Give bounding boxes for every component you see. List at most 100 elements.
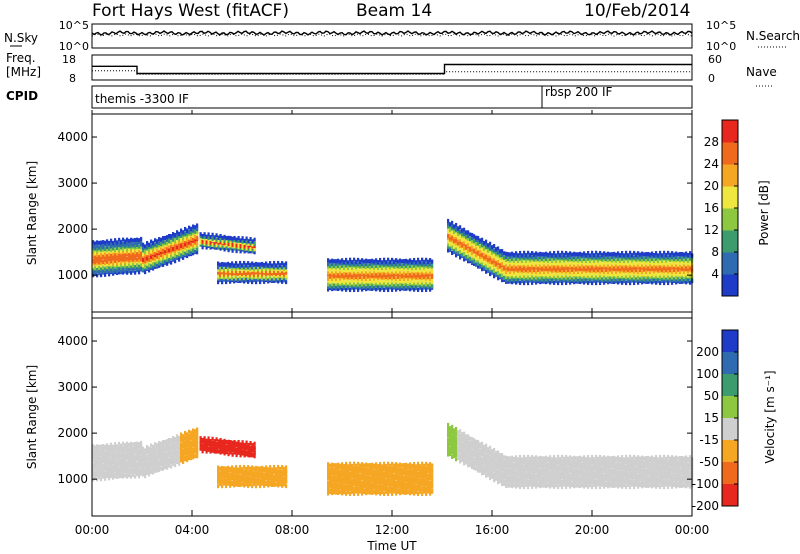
echo-cell	[671, 277, 674, 282]
echo-cell	[447, 234, 450, 239]
echo-cell	[164, 235, 167, 240]
echo-cell	[665, 273, 668, 278]
echo-cell	[136, 245, 139, 250]
echo-cell	[633, 255, 636, 260]
echo-cell	[589, 267, 592, 272]
echo-cell	[599, 281, 602, 286]
echo-cell	[261, 272, 264, 277]
echo-cell	[381, 274, 384, 279]
echo-cell	[108, 261, 111, 266]
echo-cell	[459, 229, 462, 234]
echo-cell	[537, 252, 540, 257]
echo-cell	[573, 255, 576, 260]
echo-cell	[539, 258, 542, 263]
echo-cell	[611, 252, 614, 257]
echo-cell	[152, 246, 155, 251]
echo-cell	[150, 243, 153, 248]
echo-cell	[381, 271, 384, 276]
echo-cell	[361, 284, 364, 289]
echo-cell	[279, 278, 282, 283]
echo-cell	[132, 238, 135, 243]
echo-cell	[172, 444, 175, 449]
echo-cell	[100, 246, 103, 251]
echo-cell	[637, 280, 640, 285]
echo-cell	[527, 255, 530, 260]
echo-cell	[575, 267, 578, 272]
echo-cell	[663, 250, 666, 255]
echo-cell	[457, 246, 460, 251]
echo-cell	[683, 252, 686, 257]
echo-cell	[451, 251, 454, 256]
echo-cell	[617, 262, 620, 267]
echo-cell	[235, 276, 238, 281]
echo-cell	[681, 265, 684, 270]
echo-cell	[499, 259, 502, 264]
echo-cell	[499, 267, 502, 272]
echo-cell	[347, 280, 350, 285]
echo-cell	[170, 240, 173, 245]
echo-cell	[196, 250, 199, 255]
echo-cell	[407, 276, 410, 281]
echo-cell	[160, 247, 163, 252]
echo-cell	[421, 282, 424, 287]
echo-cell	[98, 449, 101, 454]
echo-cell	[351, 260, 354, 265]
echo-cell	[110, 452, 113, 457]
echo-cell	[657, 273, 660, 278]
echo-cell	[639, 262, 642, 267]
echo-cell	[172, 441, 175, 446]
echo-cell	[665, 276, 668, 281]
echo-cell	[94, 457, 97, 462]
echo-cell	[92, 473, 95, 478]
echo-cell	[609, 257, 612, 262]
echo-cell	[523, 275, 526, 280]
echo-cell	[219, 267, 222, 272]
echo-cell	[417, 257, 420, 262]
echo-cell	[593, 261, 596, 266]
echo-cell	[277, 271, 280, 276]
echo-cell	[653, 259, 656, 264]
echo-cell	[158, 243, 161, 248]
freq-label-line1: Freq.	[6, 51, 36, 65]
echo-cell	[156, 254, 159, 259]
echo-cell	[190, 230, 193, 235]
colorbar-swatch	[722, 142, 738, 165]
echo-cell	[207, 232, 210, 237]
echo-cell	[96, 267, 99, 272]
echo-cell	[581, 252, 584, 257]
echo-cell	[138, 442, 141, 447]
echo-cell	[501, 252, 504, 257]
echo-cell	[379, 273, 382, 278]
echo-cell	[158, 263, 161, 268]
echo-cell	[397, 284, 400, 289]
colorbar-tick-label: 28	[704, 135, 719, 149]
echo-cell	[661, 275, 664, 280]
echo-cell	[104, 456, 107, 461]
echo-cell	[227, 276, 230, 281]
echo-cell	[577, 264, 580, 269]
echo-cell	[102, 472, 105, 477]
echo-cell	[491, 247, 494, 252]
echo-cell	[114, 268, 117, 273]
echo-cell	[513, 269, 516, 274]
echo-cell	[265, 261, 268, 266]
echo-cell	[118, 247, 121, 252]
echo-cell	[92, 448, 95, 453]
echo-cell	[581, 258, 584, 263]
echo-cell	[134, 264, 137, 269]
echo-cell	[667, 260, 670, 265]
echo-cell	[595, 262, 598, 267]
echo-cell	[132, 243, 135, 248]
echo-cell	[525, 262, 528, 267]
echo-cell	[551, 259, 554, 264]
freq-left-tick-bottom: 8	[69, 72, 76, 85]
frequency-panel-frame	[91, 54, 693, 81]
echo-cell	[138, 462, 141, 467]
echo-cell	[667, 263, 670, 268]
echo-cell	[427, 283, 430, 288]
echo-cell	[130, 462, 133, 467]
echo-cell	[501, 249, 504, 254]
echo-cell	[423, 265, 426, 270]
echo-cell	[130, 241, 133, 246]
